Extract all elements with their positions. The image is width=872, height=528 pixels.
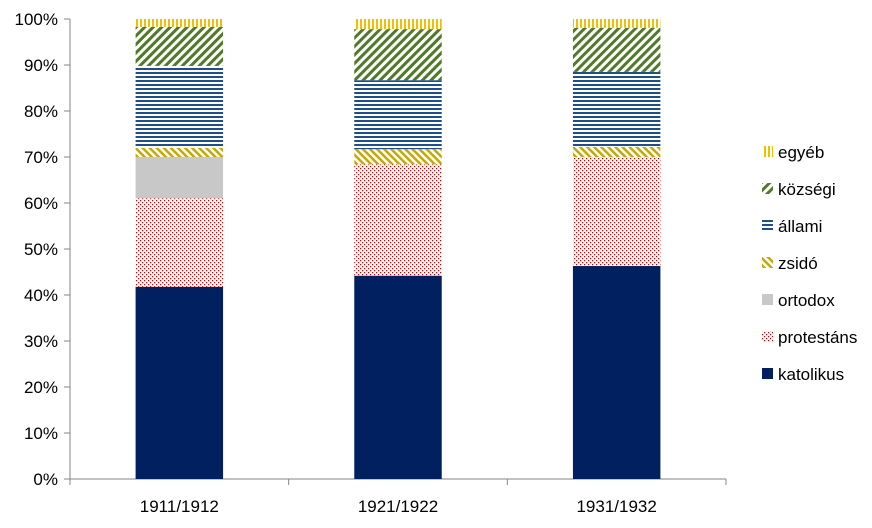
y-tick-label: 100% [15, 10, 58, 29]
legend-label: protestáns [778, 328, 857, 347]
bar-segment-allami [572, 71, 661, 147]
legend-label: zsidó [778, 254, 818, 273]
legend-item-katolikus: katolikus [762, 365, 844, 384]
bar-stack-1921-1922 [354, 19, 442, 479]
y-tick-label: 70% [24, 148, 58, 167]
legend-swatch [762, 294, 773, 305]
legend-item-allami: állami [762, 217, 822, 236]
bar-segment-ortodox [135, 157, 224, 199]
bar-segment-allami [354, 80, 442, 150]
bar-segment-kozsegi [572, 27, 661, 72]
bar-segment-zsido [354, 149, 442, 165]
legend-item-ortodox: ortodox [762, 291, 835, 310]
bar-segment-egyeb [354, 19, 442, 30]
y-tick-label: 40% [24, 286, 58, 305]
x-category-label: 1921/1922 [358, 497, 438, 516]
legend: egyéb községi állami zsidó ortodox protestáns… [762, 143, 857, 384]
bar-segment-katolikus [354, 275, 442, 479]
y-tick-label: 60% [24, 194, 58, 213]
y-tick-label: 0% [33, 470, 58, 489]
legend-swatch [762, 220, 773, 231]
bar-segment-zsido [135, 147, 224, 157]
x-category-label: 1931/1932 [576, 497, 656, 516]
bar-stack-1911-1912 [135, 19, 224, 479]
bar-segment-egyeb [572, 19, 661, 28]
legend-item-egyeb: egyéb [762, 143, 824, 162]
bar-segment-protestans [354, 164, 442, 276]
bar-segment-zsido [572, 146, 661, 157]
bar-segment-protestans [572, 157, 661, 267]
x-category-label: 1911/1912 [140, 497, 219, 516]
legend-swatch [762, 183, 773, 194]
y-tick-label: 20% [24, 378, 58, 397]
legend-swatch [762, 146, 773, 157]
bar-segment-katolikus [572, 266, 661, 479]
y-tick-label: 90% [24, 56, 58, 75]
legend-item-protestans: protestáns [762, 328, 857, 347]
legend-swatch [762, 368, 773, 379]
bar-segment-katolikus [135, 286, 224, 479]
legend-swatch [762, 331, 773, 342]
bar-segment-kozsegi [354, 29, 442, 81]
bar-segment-protestans [135, 198, 224, 287]
legend-label: ortodox [778, 291, 835, 310]
legend-label: egyéb [778, 143, 824, 162]
legend-label: községi [778, 180, 836, 199]
legend-swatch [762, 257, 773, 268]
y-tick-label: 50% [24, 240, 58, 259]
legend-item-kozsegi: községi [762, 180, 836, 199]
y-tick-label: 30% [24, 332, 58, 351]
bar-segment-egyeb [135, 19, 224, 27]
legend-label: állami [778, 217, 822, 236]
bar-segment-kozsegi [135, 26, 224, 66]
y-tick-label: 80% [24, 102, 58, 121]
y-tick-label: 10% [24, 424, 58, 443]
bar-stack-1931-1932 [572, 19, 661, 479]
y-axis: 0% 10% 20% 30% 40% 50% 60% 70% 80% 90% 100% [15, 10, 71, 489]
x-axis: 1911/1912 1921/1922 1931/1932 [69, 478, 727, 516]
legend-label: katolikus [778, 365, 844, 384]
legend-item-zsido: zsidó [762, 254, 818, 273]
bar-segment-allami [135, 65, 224, 148]
bars [135, 19, 661, 479]
